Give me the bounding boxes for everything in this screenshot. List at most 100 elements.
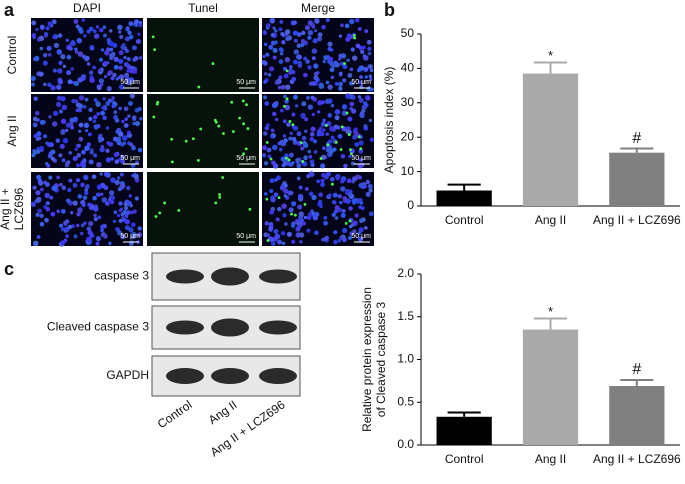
nucleus [92,29,97,34]
nucleus [105,157,112,163]
nucleus [137,147,143,153]
nucleus [38,136,42,140]
nucleus [59,223,64,228]
nucleus [108,141,114,147]
nucleus [341,104,348,110]
nucleus [123,106,129,112]
nucleus [80,182,85,187]
nucleus [139,116,143,121]
nucleus [363,124,368,129]
tunel-spot [217,124,221,128]
nucleus [131,145,136,151]
y-tick-label: 10 [401,164,415,178]
nucleus [81,54,87,59]
nucleus [316,110,321,114]
nucleus [355,43,361,49]
nucleus [347,116,353,122]
nucleus [368,211,374,217]
nucleus [291,70,296,75]
nucleus [304,117,309,122]
nucleus [46,163,51,168]
nucleus [78,136,84,142]
nucleus [334,216,339,220]
nucleus [286,122,291,127]
nucleus [131,234,137,240]
nucleus [269,209,275,215]
tunel-spot [288,120,292,123]
nucleus [120,154,125,159]
nucleus [296,163,302,169]
nucleus [34,110,40,116]
nucleus [104,201,110,206]
nucleus [278,59,284,64]
nucleus [75,223,80,228]
nucleus [328,56,334,62]
nucleus [278,147,283,152]
nucleus [95,25,100,29]
nucleus [360,49,365,54]
nucleus [93,213,97,217]
nucleus [327,41,333,47]
nucleus [91,174,97,180]
nucleus [44,181,50,187]
y-tick-label: 2.0 [397,266,414,280]
band [166,368,204,384]
nucleus [320,100,325,105]
nucleus [351,180,355,184]
tunel-spot [214,201,218,205]
tunel-spot [184,139,188,143]
tunel-spot [152,115,156,119]
image-background [147,172,259,246]
nucleus [37,208,42,214]
tunel-spot [334,140,338,144]
nucleus [328,193,332,198]
nucleus [60,96,66,102]
nucleus [292,20,298,25]
nucleus [106,37,111,42]
nucleus [301,101,307,107]
nucleus [337,133,343,139]
nucleus [75,178,81,183]
nucleus [44,192,50,199]
nucleus [359,75,363,80]
nucleus [351,108,357,114]
tunel-spot [230,100,234,104]
micrograph: 50 μm [147,172,259,246]
nucleus [339,61,344,66]
x-tick-label: Control [445,452,484,466]
nucleus [280,230,286,236]
nucleus [296,43,302,49]
nucleus [118,84,125,90]
nucleus [85,55,90,61]
nucleus [121,184,126,188]
x-tick-label: Ang II + LCZ696 [593,452,681,466]
nucleus [109,199,115,205]
scale-bar-label: 50 μm [120,233,140,240]
nucleus [100,192,104,196]
nucleus [309,132,315,137]
nucleus [56,49,63,55]
nucleus [333,230,338,235]
nucleus [115,226,120,232]
nucleus [285,84,291,90]
nucleus [109,47,114,52]
tunel-spot [348,219,352,223]
nucleus [62,64,67,69]
nucleus [48,175,53,180]
blot-strip [151,305,301,350]
nucleus [265,23,271,28]
tunel-spot [154,215,158,218]
nucleus [119,172,124,177]
nucleus [321,237,326,242]
nucleus [39,213,44,218]
nucleus [50,85,56,91]
nucleus [65,122,72,128]
nucleus [367,46,372,52]
nucleus [132,209,137,214]
micrograph: 50 μm [147,94,259,168]
tunel-spot [197,159,200,162]
nucleus [74,47,78,51]
nucleus [52,34,57,40]
image-background [147,94,259,168]
y-tick-label: 40 [401,61,415,75]
